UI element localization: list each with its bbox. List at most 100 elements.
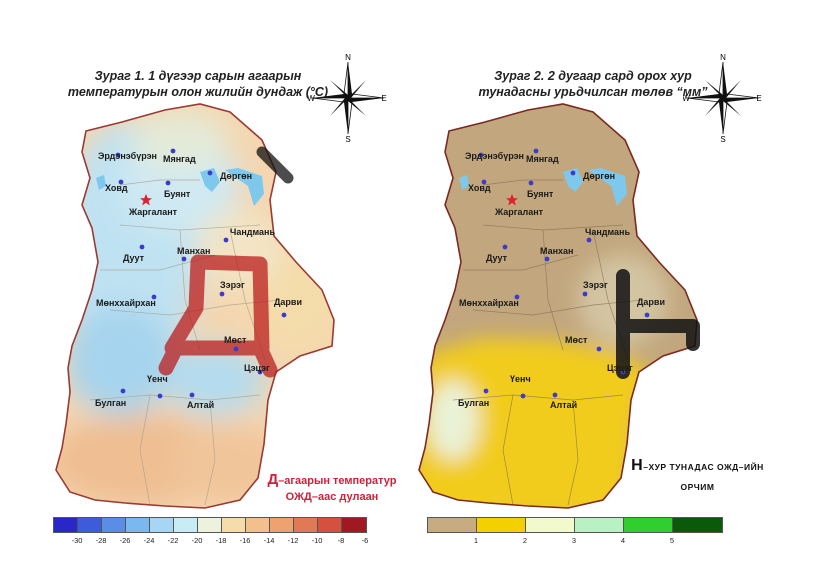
- precipitation-map: Эрдэнэбүрэн Мянгад Ховд Буянт Дөргөн Жар…: [418, 103, 700, 509]
- label-munkhkhairkhan: Мөнххайрхан: [459, 298, 519, 308]
- temperature-legend-tick: -30: [71, 536, 83, 545]
- label-darvi: Дарви: [637, 297, 665, 307]
- label-uyench: Үенч: [147, 374, 168, 384]
- precipitation-legend-tick: 5: [669, 536, 675, 545]
- label-jargalant: Жаргалант: [128, 207, 178, 217]
- normal-precip-h-marker: [616, 269, 700, 379]
- precipitation-legend-swatch: [575, 518, 624, 532]
- label-tsetseg: Цэцэг: [244, 363, 270, 373]
- label-uyench: Үенч: [510, 374, 531, 384]
- warm-anomaly-d-marker: [158, 254, 278, 378]
- compass-north-label: N: [345, 53, 351, 62]
- compass-rose-icon: N S E W: [308, 53, 387, 144]
- label-buyant: Буянт: [164, 189, 191, 199]
- temperature-legend-tick: -8: [337, 536, 345, 545]
- compass-south-label: S: [720, 135, 725, 144]
- label-duut: Дуут: [486, 253, 508, 263]
- temperature-map-title-line2: температурын олон жилийн дундаж (°C): [67, 85, 329, 99]
- temperature-map-title: Зураг 1. 1 дүгээр сарын агаарын температ…: [48, 68, 348, 100]
- label-dorgon: Дөргөн: [220, 171, 252, 181]
- precipitation-map-title-line1: Зураг 2. 2 дугаар сард орох хур: [494, 69, 692, 83]
- label-zereg: Зэрэг: [220, 280, 245, 290]
- warm-anomaly-note: Д–агаарын температур ОЖД–аас дулаан: [257, 472, 407, 505]
- label-bulgan: Булган: [95, 398, 126, 408]
- temperature-legend-tick: -14: [263, 536, 275, 545]
- label-jargalant: Жаргалант: [494, 207, 544, 217]
- place-markers: [115, 148, 287, 399]
- temperature-legend-tick: -6: [361, 536, 369, 545]
- jargalant-star-icon: [506, 194, 518, 206]
- temperature-legend-swatch: [174, 518, 198, 532]
- compass-west-label: W: [683, 94, 690, 103]
- precipitation-map-title-line2: тунадасны урьдчилсан төлөв “мм”: [478, 85, 708, 99]
- temperature-legend-swatch: [126, 518, 150, 532]
- warm-anomaly-note-line2: ОЖД–аас дулаан: [285, 491, 379, 503]
- label-must: Мөст: [565, 335, 588, 345]
- label-erdenebueren: Эрдэнэбүрэн: [98, 151, 157, 161]
- normal-precip-note-symbol: Н: [631, 457, 644, 474]
- label-myangad: Мянгад: [526, 154, 559, 164]
- label-chandmani: Чандмань: [230, 227, 275, 237]
- precipitation-legend-tick: 1: [473, 536, 479, 545]
- precipitation-legend-tick: 4: [620, 536, 626, 545]
- label-zereg: Зэрэг: [583, 280, 608, 290]
- temperature-legend-swatch: [294, 518, 318, 532]
- precipitation-legend-ticks: 1 2 3 4 5: [427, 536, 721, 548]
- label-altai: Алтай: [550, 400, 577, 410]
- temperature-legend-swatch: [78, 518, 102, 532]
- label-mankhan: Манхан: [177, 246, 211, 256]
- temperature-legend-swatch: [198, 518, 222, 532]
- temperature-legend-swatch: [150, 518, 174, 532]
- temperature-map-title-line1: Зураг 1. 1 дүгээр сарын агаарын: [94, 69, 302, 83]
- warm-anomaly-note-line1: –агаарын температур: [278, 475, 397, 487]
- label-dorgon: Дөргөн: [583, 171, 615, 181]
- temperature-map-panel: Зураг 1. 1 дүгээр сарын агаарын температ…: [0, 0, 412, 584]
- temperature-legend-swatch: [270, 518, 294, 532]
- label-tsetseg: Цэцэг: [607, 363, 633, 373]
- temperature-legend-swatch: [246, 518, 270, 532]
- temperature-legend-swatch: [222, 518, 246, 532]
- label-duut: Дуут: [123, 253, 145, 263]
- temperature-legend-swatch: [102, 518, 126, 532]
- label-must: Мөст: [224, 335, 247, 345]
- province-boundary: [418, 103, 698, 509]
- label-altai: Алтай: [187, 400, 214, 410]
- label-buyant: Буянт: [527, 189, 554, 199]
- label-khovd: Ховд: [105, 183, 128, 193]
- precipitation-legend-swatch: [673, 518, 722, 532]
- normal-precip-note-line2: ОРЧИМ: [680, 482, 715, 492]
- temperature-legend-tick: -28: [95, 536, 107, 545]
- compass-east-label: E: [756, 94, 761, 103]
- precipitation-legend-swatch: [526, 518, 575, 532]
- place-markers: [478, 148, 650, 399]
- label-khovd: Ховд: [468, 183, 491, 193]
- precipitation-legend-tick: 2: [522, 536, 528, 545]
- temperature-legend-tick: -12: [287, 536, 299, 545]
- label-myangad: Мянгад: [163, 154, 196, 164]
- label-darvi: Дарви: [274, 297, 302, 307]
- precipitation-legend-tick: 3: [571, 536, 577, 545]
- label-munkhkhairkhan: Мөнххайрхан: [96, 298, 156, 308]
- temperature-legend-tick: -22: [167, 536, 179, 545]
- compass-east-label: E: [381, 94, 386, 103]
- normal-precip-note-line1: –ХУР ТУНАДАС ОЖД–ИЙН: [643, 462, 764, 472]
- province-boundary: [55, 103, 335, 509]
- black-bar-marker: [256, 146, 294, 184]
- temperature-legend-swatch: [54, 518, 78, 532]
- temperature-legend-tick: -10: [311, 536, 323, 545]
- temperature-legend-swatch: [318, 518, 342, 532]
- temperature-legend-bar: [53, 517, 367, 533]
- temperature-legend-tick: -18: [215, 536, 227, 545]
- warm-anomaly-note-symbol: Д: [267, 471, 279, 488]
- temperature-legend-tick: -20: [191, 536, 203, 545]
- precipitation-map-panel: Зураг 2. 2 дугаар сард орох хур тунадасн…: [413, 0, 825, 584]
- normal-precip-note: Н–ХУР ТУНАДАС ОЖД–ИЙН ОРЧИМ: [610, 456, 785, 497]
- precipitation-legend-swatch: [428, 518, 477, 532]
- label-bulgan: Булган: [458, 398, 489, 408]
- temperature-legend-ticks: -30 -28 -26 -24 -22 -20 -18 -16 -14 -12 -10 -8 -6: [53, 536, 369, 548]
- temperature-map: Эрдэнэбүрэн Мянгад Ховд Буянт Дөргөн Жар…: [55, 103, 335, 509]
- temperature-legend-tick: -24: [143, 536, 155, 545]
- compass-rose-icon: N S E W: [683, 53, 762, 144]
- precipitation-legend-bar: [427, 517, 723, 533]
- label-erdenebueren: Эрдэнэбүрэн: [465, 151, 524, 161]
